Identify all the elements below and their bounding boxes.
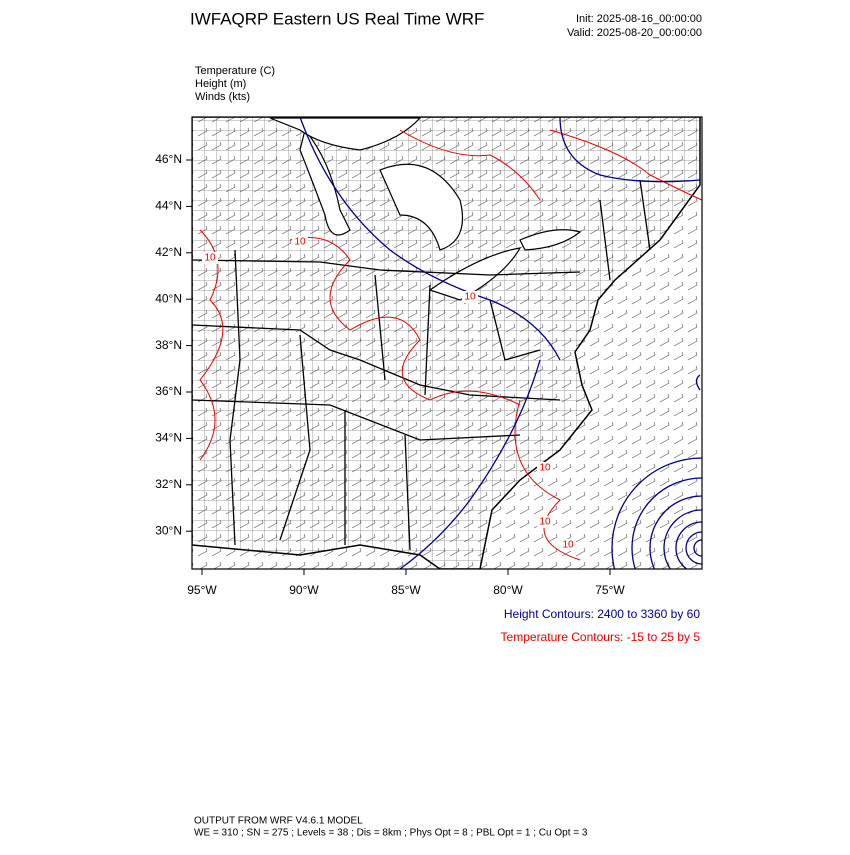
lake-michigan [299, 128, 351, 236]
footer-options: WE = 310 ; SN = 275 ; Levels = 38 ; Dis … [194, 828, 588, 839]
lat-label: 46°N [155, 152, 182, 166]
lat-label: 44°N [155, 199, 182, 213]
height-caption: Height Contours: 2400 to 3360 by 60 [504, 607, 700, 621]
lon-label: 75°W [595, 583, 625, 597]
label-box [560, 539, 576, 551]
valid-time: Valid: 2025-08-20_00:00:00 [567, 27, 702, 39]
lon-label: 90°W [289, 583, 319, 597]
height-contours [299, 117, 702, 569]
map: 10 10 10 10 10 10 [192, 117, 702, 569]
label-box [292, 236, 308, 248]
title: IWFAQRP Eastern US Real Time WRF [190, 9, 484, 28]
lon-label: 85°W [391, 583, 421, 597]
label-box [202, 252, 218, 264]
label-box [462, 291, 478, 303]
lat-label: 42°N [155, 245, 182, 259]
footer-model: OUTPUT FROM WRF V4.6.1 MODEL [194, 816, 363, 827]
contour-label: 10 [539, 517, 551, 528]
lat-label: 34°N [155, 431, 182, 445]
lake-huron [379, 163, 464, 251]
field-label: Winds (kts) [195, 91, 250, 103]
lake-ontario [519, 229, 582, 251]
contour-label: 10 [464, 292, 476, 303]
lat-label: 38°N [155, 338, 182, 352]
state-lines [192, 179, 651, 551]
temperature-caption: Temperature Contours: -15 to 25 by 5 [501, 630, 701, 644]
lat-label: 30°N [155, 523, 182, 537]
lake-superior [269, 117, 422, 151]
field-label: Temperature (C) [195, 65, 275, 77]
init-time: Init: 2025-08-16_00:00:00 [576, 13, 702, 25]
contour-label: 10 [562, 540, 574, 551]
label-box [537, 462, 553, 474]
lon-label: 80°W [493, 583, 523, 597]
longitude-labels: 95°W 90°W 85°W 80°W 75°W [187, 569, 625, 597]
contour-label: 10 [204, 253, 216, 264]
lat-label: 36°N [155, 384, 182, 398]
label-box [537, 516, 553, 528]
lat-label: 32°N [155, 477, 182, 491]
lon-label: 95°W [187, 583, 217, 597]
contour-label: 10 [539, 463, 551, 474]
latitude-labels: 46°N 44°N 42°N 40°N 38°N 36°N 34°N 32°N 30°N [155, 152, 192, 537]
contour-labels: 10 10 10 10 10 10 [202, 236, 576, 551]
map-frame [191, 116, 703, 570]
contour-label: 10 [294, 237, 306, 248]
field-label: Height (m) [195, 78, 246, 90]
lat-label: 40°N [155, 291, 182, 305]
